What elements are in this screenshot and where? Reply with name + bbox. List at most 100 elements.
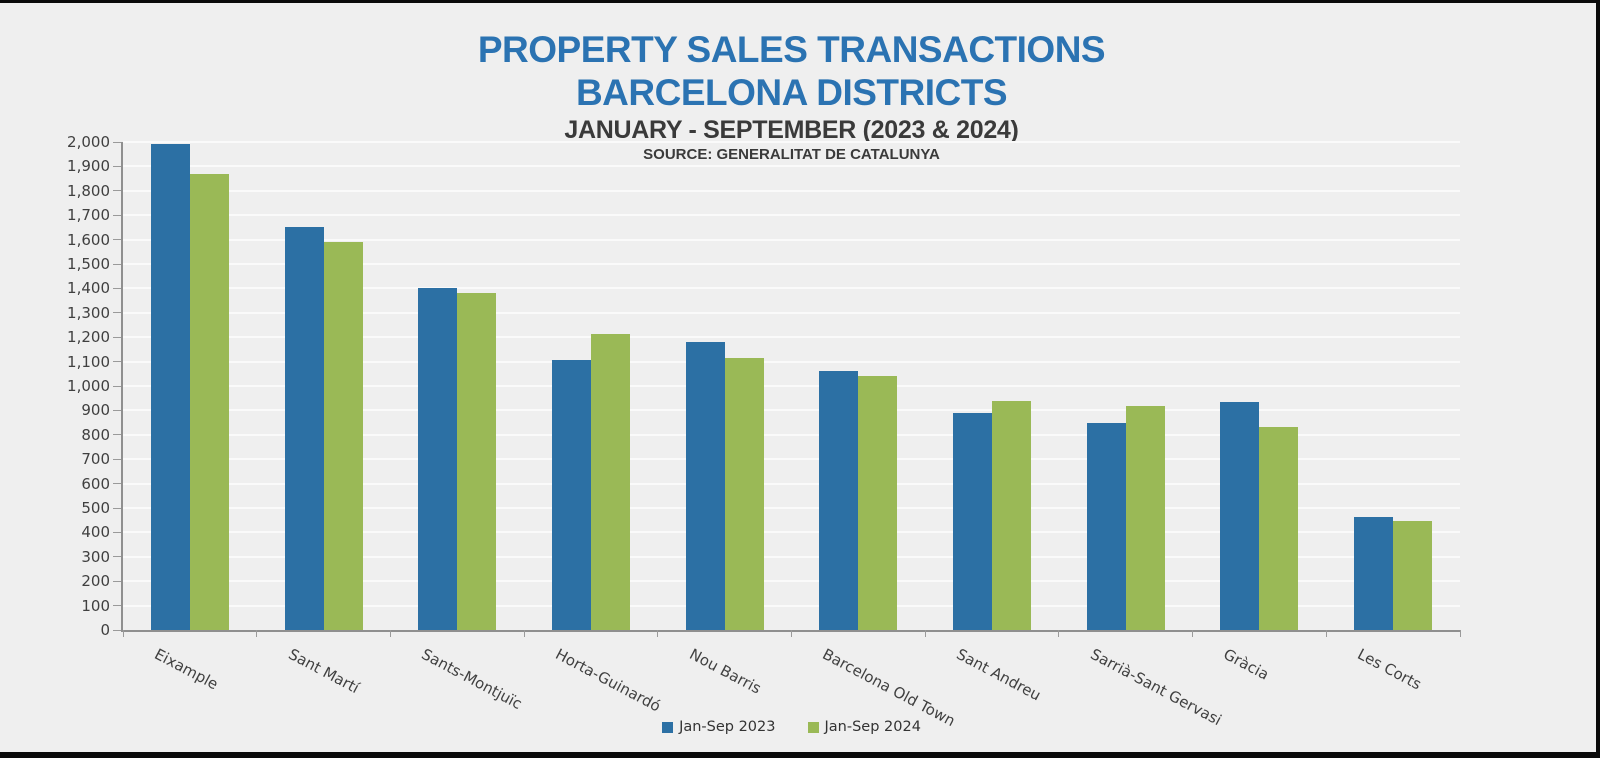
x-category-label-sant-mart: Sant Martí bbox=[285, 645, 362, 698]
bar-jan-sep-2023-sarri-sant-gervasi bbox=[1086, 422, 1126, 630]
y-tick-label-1900: 1,900 bbox=[67, 157, 110, 176]
chart-title-line1: PROPERTY SALES TRANSACTIONS bbox=[477, 29, 1106, 70]
chart-source-note: SOURCE: GENERALITAT DE CATALUNYA bbox=[643, 146, 940, 164]
gridline-400 bbox=[123, 531, 1460, 534]
gridline-1900 bbox=[123, 165, 1460, 168]
y-tick-label-1100: 1,100 bbox=[67, 352, 110, 371]
y-tick-label-1400: 1,400 bbox=[67, 279, 110, 298]
gridline-1100 bbox=[123, 360, 1460, 363]
legend: Jan-Sep 2023 Jan-Sep 2024 bbox=[123, 719, 1460, 735]
legend-label-2024: Jan-Sep 2024 bbox=[824, 719, 921, 735]
bar-jan-sep-2023-barcelona-old-town bbox=[819, 371, 859, 630]
bar-jan-sep-2023-sants-montju-c bbox=[418, 288, 458, 630]
y-tick-mark-1400 bbox=[113, 287, 121, 289]
gridline-1300 bbox=[123, 311, 1460, 314]
bar-jan-sep-2024-gr-cia bbox=[1259, 427, 1299, 630]
gridline-600 bbox=[123, 482, 1460, 485]
x-tick-mark-2 bbox=[389, 630, 391, 637]
y-tick-mark-800 bbox=[113, 434, 121, 436]
y-tick-mark-300 bbox=[113, 556, 121, 558]
y-tick-label-500: 500 bbox=[81, 499, 110, 517]
chart-subtitle: JANUARY - SEPTEMBER (2023 & 2024) bbox=[564, 116, 1019, 145]
plot-area: 0 100 200 300 400 500 600 700 800 900 1,000 1,100 1,… bbox=[67, 133, 1461, 730]
y-tick-label-800: 800 bbox=[81, 425, 110, 444]
y-tick-label-1700: 1,700 bbox=[67, 206, 110, 225]
legend-item-2023: Jan-Sep 2023 bbox=[662, 719, 776, 735]
gridline-1400 bbox=[123, 287, 1460, 290]
y-tick-mark-1900 bbox=[113, 165, 121, 167]
bar-jan-sep-2024-sarri-sant-gervasi bbox=[1125, 405, 1165, 630]
bar-jan-sep-2024-sant-mart bbox=[323, 242, 363, 630]
bar-jan-sep-2023-eixample bbox=[150, 144, 190, 630]
y-tick-label-900: 900 bbox=[81, 401, 110, 420]
bar-jan-sep-2024-sant-andreu bbox=[992, 400, 1032, 630]
x-tick-mark-10 bbox=[1459, 630, 1461, 637]
gridline-200 bbox=[123, 580, 1460, 583]
bar-jan-sep-2023-sant-mart bbox=[284, 227, 324, 630]
gridline-1700 bbox=[123, 214, 1460, 217]
y-tick-mark-1000 bbox=[113, 385, 121, 387]
x-category-label-nou-barris: Nou Barris bbox=[686, 645, 764, 698]
y-tick-mark-500 bbox=[113, 507, 121, 509]
y-tick-mark-100 bbox=[113, 605, 121, 607]
y-tick-mark-0 bbox=[113, 629, 121, 631]
y-tick-label-1200: 1,200 bbox=[67, 328, 110, 347]
y-tick-mark-900 bbox=[113, 409, 121, 411]
gridline-500 bbox=[123, 507, 1460, 509]
x-category-label-les-corts: Les Corts bbox=[1354, 645, 1425, 694]
x-axis-line bbox=[121, 630, 1460, 632]
y-tick-mark-1500 bbox=[113, 263, 121, 265]
legend-item-2024: Jan-Sep 2024 bbox=[807, 719, 921, 735]
bar-jan-sep-2023-nou-barris bbox=[685, 342, 725, 630]
bar-jan-sep-2023-sant-andreu bbox=[953, 412, 993, 630]
y-tick-label-200: 200 bbox=[81, 572, 110, 591]
legend-swatch-2023-icon bbox=[662, 721, 674, 733]
x-category-label-eixample: Eixample bbox=[151, 645, 221, 694]
y-tick-label-100: 100 bbox=[81, 596, 110, 615]
gridline-100 bbox=[123, 604, 1460, 607]
y-tick-mark-1100 bbox=[113, 361, 121, 363]
y-tick-mark-700 bbox=[113, 458, 121, 460]
gridline-300 bbox=[123, 555, 1460, 558]
gridline-1000 bbox=[123, 385, 1460, 387]
y-tick-mark-1200 bbox=[113, 336, 121, 338]
x-category-label-horta-guinard: Horta-Guinardó bbox=[552, 645, 664, 716]
x-category-label-sarri-sant-gervasi: Sarrià-Sant Gervasi bbox=[1087, 645, 1225, 730]
legend-label-2023: Jan-Sep 2023 bbox=[679, 719, 776, 735]
bar-jan-sep-2023-gr-cia bbox=[1220, 401, 1260, 630]
x-tick-mark-8 bbox=[1192, 630, 1194, 637]
y-tick-mark-2000 bbox=[113, 141, 121, 143]
x-category-label-barcelona-old-town: Barcelona Old Town bbox=[819, 645, 959, 731]
y-tick-label-400: 400 bbox=[81, 523, 110, 542]
y-tick-label-1500: 1,500 bbox=[67, 255, 110, 273]
y-tick-mark-1600 bbox=[113, 239, 121, 241]
x-tick-mark-3 bbox=[523, 630, 525, 637]
bar-jan-sep-2024-barcelona-old-town bbox=[858, 376, 898, 630]
x-category-label-gr-cia: Gràcia bbox=[1220, 645, 1273, 684]
bar-jan-sep-2023-horta-guinard bbox=[551, 360, 591, 630]
y-tick-label-0: 0 bbox=[100, 621, 110, 639]
gridline-1200 bbox=[123, 336, 1460, 339]
bar-jan-sep-2024-les-corts bbox=[1393, 521, 1433, 630]
gridline-1800 bbox=[123, 189, 1460, 192]
gridline-800 bbox=[123, 433, 1460, 436]
y-tick-mark-1700 bbox=[113, 214, 121, 216]
gridline-1600 bbox=[123, 238, 1460, 241]
chart-canvas: PROPERTY SALES TRANSACTIONS BARCELONA DI… bbox=[0, 3, 1596, 752]
chart-header: PROPERTY SALES TRANSACTIONS BARCELONA DI… bbox=[123, 3, 1460, 163]
x-tick-mark-4 bbox=[657, 630, 659, 637]
x-tick-mark-5 bbox=[791, 630, 792, 637]
legend-swatch-2024-icon bbox=[807, 721, 819, 733]
x-tick-mark-0 bbox=[122, 630, 124, 637]
y-tick-mark-400 bbox=[113, 531, 121, 533]
gridline-900 bbox=[123, 409, 1460, 412]
bar-jan-sep-2023-les-corts bbox=[1354, 516, 1394, 630]
y-tick-label-2000: 2,000 bbox=[67, 133, 110, 151]
y-tick-label-300: 300 bbox=[81, 547, 110, 566]
y-tick-label-1600: 1,600 bbox=[67, 230, 110, 249]
gridline-700 bbox=[123, 458, 1460, 461]
bar-jan-sep-2024-nou-barris bbox=[724, 357, 764, 630]
y-tick-mark-600 bbox=[113, 483, 121, 485]
x-category-label-sants-montju-c: Sants-Montjuïc bbox=[418, 645, 526, 713]
y-axis-line bbox=[121, 142, 123, 630]
